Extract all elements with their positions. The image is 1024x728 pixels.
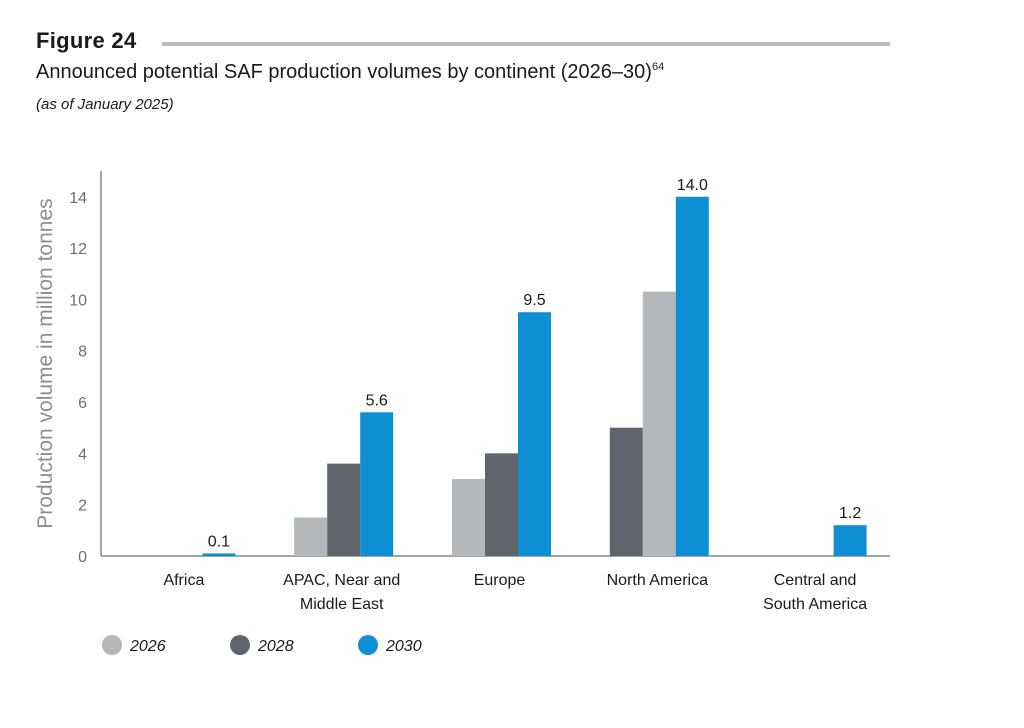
bar-2028 [485,453,518,556]
bar-2026 [452,479,485,556]
data-label: 14.0 [677,177,708,194]
legend-swatch-2030 [358,635,378,655]
bar-2030 [360,412,394,556]
bar-2028 [609,427,643,556]
x-category-label: Africa [163,572,204,589]
figure-rule [162,42,890,46]
y-tick-label: 6 [78,395,87,412]
x-category-label: South America [763,596,867,613]
title-footnote: 64 [651,61,665,73]
legend-label: 2028 [257,638,294,655]
bar-2030 [833,525,867,556]
legend-label: 2026 [129,638,166,655]
y-tick-label: 14 [69,190,87,207]
legend-label: 2030 [385,638,422,655]
x-category-label: Middle East [300,596,384,613]
bar-2026 [294,517,328,556]
y-tick-label: 2 [78,498,87,515]
chart-subtitle: (as of January 2025) [36,96,174,113]
data-label: 0.1 [208,533,230,550]
x-category-label: APAC, Near and [283,572,400,589]
bar-2030 [518,312,551,556]
y-tick-label: 4 [78,446,87,463]
bar-2030 [202,553,236,556]
data-label: 1.2 [839,505,861,522]
bar-2030 [675,196,709,556]
data-label: 5.6 [366,392,388,409]
bar-2028 [327,463,361,556]
data-label: 9.5 [523,292,545,309]
x-category-label: North America [607,572,708,589]
chart-title: Announced potential SAF production volum… [36,61,664,84]
chart-title-text: Announced potential SAF production volum… [36,61,652,83]
y-axis-label: Production volume in million tonnes [34,198,57,528]
bar-2026 [642,291,676,556]
figure-label: Figure 24 [36,28,137,53]
legend-swatch-2026 [102,635,122,655]
x-category-label: Central and [774,572,857,589]
x-category-label: Europe [474,572,526,589]
y-tick-label: 10 [69,292,87,309]
legend-swatch-2028 [230,635,250,655]
y-tick-label: 12 [69,241,87,258]
y-tick-label: 8 [78,344,87,361]
y-tick-label: 0 [78,549,87,566]
